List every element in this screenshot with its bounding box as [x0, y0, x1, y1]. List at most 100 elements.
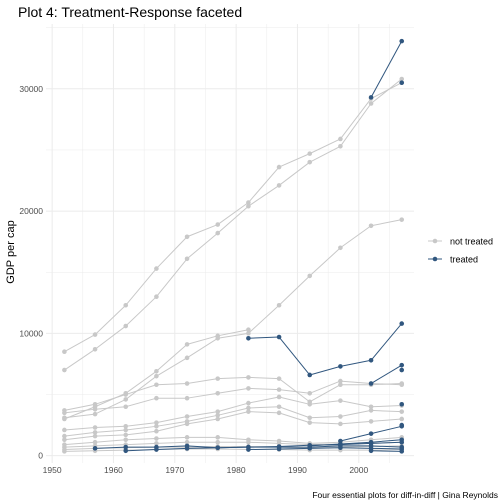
- data-point-treated: [368, 95, 374, 100]
- data-point-treated: [399, 38, 405, 44]
- series-treated: [368, 362, 405, 386]
- legend-label-treated: treated: [450, 255, 478, 265]
- data-point-treated: [154, 444, 159, 450]
- data-point-treated: [399, 321, 405, 326]
- series-line-treated: [248, 323, 403, 376]
- data-point-treated: [368, 381, 374, 386]
- series-not-treated: [62, 394, 405, 433]
- data-point-not-treated: [246, 203, 251, 209]
- x-tick-label: 1990: [288, 465, 307, 475]
- data-point-not-treated: [338, 421, 343, 427]
- series-line-treated: [248, 447, 402, 451]
- data-point-not-treated: [276, 302, 282, 308]
- x-tick-label: 1950: [43, 465, 62, 475]
- data-point-not-treated: [123, 397, 129, 402]
- series-not-treated: [62, 409, 405, 443]
- series-line-not-treated: [64, 448, 402, 452]
- data-point-not-treated: [123, 424, 129, 429]
- series-treated: [368, 448, 405, 454]
- legend-label-not-treated: not treated: [450, 237, 493, 247]
- data-point-not-treated: [368, 101, 374, 106]
- data-point-not-treated: [246, 331, 251, 336]
- legend-item-treated: treated: [428, 255, 478, 265]
- data-point-not-treated: [215, 230, 221, 236]
- data-point-not-treated: [215, 439, 221, 445]
- data-point-not-treated: [338, 245, 343, 251]
- data-point-not-treated: [154, 382, 159, 388]
- data-point-treated: [368, 357, 374, 363]
- series-group: [62, 38, 405, 454]
- data-point-treated: [368, 448, 374, 454]
- data-point-treated: [368, 431, 374, 436]
- data-point-treated: [399, 80, 405, 85]
- data-point-not-treated: [62, 349, 67, 355]
- data-point-not-treated: [92, 430, 98, 435]
- data-point-not-treated: [338, 398, 343, 403]
- data-point-not-treated: [307, 420, 313, 425]
- data-point-not-treated: [154, 424, 159, 429]
- data-point-not-treated: [62, 427, 67, 433]
- data-point-not-treated: [184, 439, 190, 445]
- chart-title: Plot 4: Treatment-Response faceted: [18, 4, 242, 20]
- data-point-not-treated: [92, 411, 98, 417]
- data-point-not-treated: [92, 439, 98, 445]
- data-point-treated: [92, 446, 98, 451]
- data-point-not-treated: [123, 392, 129, 397]
- data-point-not-treated: [62, 416, 67, 422]
- data-point-not-treated: [184, 256, 190, 262]
- data-point-not-treated: [276, 404, 282, 410]
- data-point-not-treated: [399, 416, 405, 422]
- data-point-not-treated: [123, 432, 129, 438]
- y-axis-label: GDP per cap: [5, 220, 17, 283]
- data-point-not-treated: [123, 427, 129, 433]
- data-point-not-treated: [62, 367, 67, 373]
- x-tick-label: 1970: [165, 465, 184, 475]
- data-point-not-treated: [92, 332, 98, 337]
- data-point-not-treated: [154, 428, 159, 434]
- data-point-treated: [338, 445, 343, 451]
- data-point-treated: [276, 334, 282, 340]
- chart-caption: Four essential plots for diff-in-diff | …: [312, 490, 498, 500]
- series-not-treated: [62, 76, 405, 373]
- legend-key-point-not-treated: [432, 238, 438, 244]
- data-point-not-treated: [184, 395, 190, 401]
- legend: not treated treated: [428, 237, 493, 265]
- y-tick-label: 10000: [19, 328, 43, 338]
- data-point-not-treated: [215, 435, 221, 440]
- data-point-not-treated: [184, 355, 190, 361]
- data-point-not-treated: [246, 400, 251, 406]
- data-point-not-treated: [184, 414, 190, 419]
- data-point-not-treated: [338, 143, 343, 149]
- data-point-not-treated: [92, 433, 98, 439]
- data-point-not-treated: [62, 410, 67, 416]
- data-point-not-treated: [215, 391, 221, 396]
- data-point-treated: [399, 449, 405, 454]
- series-treated: [399, 402, 405, 407]
- series-line-treated: [370, 364, 402, 384]
- data-point-not-treated: [246, 405, 251, 411]
- data-point-not-treated: [184, 234, 190, 240]
- data-point-not-treated: [123, 437, 129, 443]
- data-point-treated: [399, 439, 405, 445]
- data-point-not-treated: [368, 408, 374, 413]
- data-point-treated: [399, 402, 405, 407]
- data-point-treated: [123, 448, 129, 454]
- data-point-not-treated: [154, 441, 159, 446]
- data-point-not-treated: [246, 375, 251, 380]
- data-point-not-treated: [215, 413, 221, 418]
- data-point-treated: [399, 362, 405, 368]
- data-point-not-treated: [338, 382, 343, 388]
- y-tick-label: 30000: [19, 84, 43, 94]
- y-axis-ticks: 0 10000 20000 30000: [19, 84, 43, 461]
- data-point-not-treated: [276, 183, 282, 188]
- data-point-not-treated: [276, 387, 282, 392]
- series-line-not-treated: [64, 406, 402, 437]
- data-point-not-treated: [276, 164, 282, 170]
- data-point-not-treated: [123, 302, 129, 308]
- series-not-treated: [62, 217, 405, 421]
- data-point-not-treated: [368, 404, 374, 410]
- data-point-not-treated: [154, 373, 159, 379]
- data-point-not-treated: [215, 376, 221, 381]
- data-point-treated: [276, 446, 282, 452]
- data-point-not-treated: [246, 386, 251, 391]
